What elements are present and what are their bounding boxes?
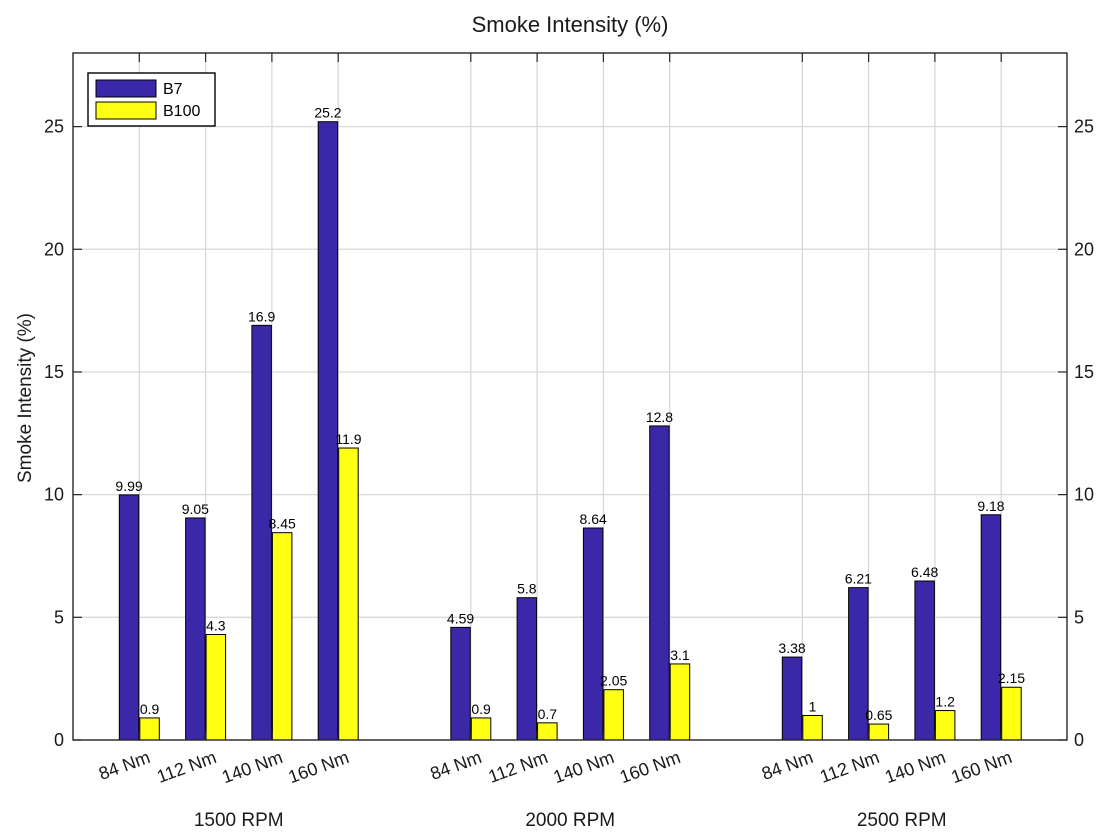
data-label-b7: 9.99 (115, 478, 142, 494)
y-tick-label: 20 (44, 239, 64, 259)
bar-b7 (516, 597, 538, 741)
group-label: 2500 RPM (857, 810, 947, 831)
bar-b100 (1001, 686, 1022, 741)
plot-frame (72, 52, 1068, 741)
data-label-b100: 3.1 (670, 647, 690, 663)
bar-b100 (470, 717, 492, 741)
data-label-b7: 4.59 (447, 610, 474, 626)
data-label-b100: 0.9 (471, 701, 491, 717)
data-label-b100: 2.05 (600, 673, 627, 689)
y-tick-label: 15 (44, 362, 64, 382)
y-tick-label-right: 20 (1074, 239, 1094, 259)
bar-b100 (802, 714, 823, 741)
bars (118, 121, 1022, 741)
data-label-b100: 2.15 (998, 670, 1025, 686)
data-label-b7: 3.38 (778, 640, 805, 656)
bar-b100 (868, 723, 890, 741)
data-label-b7: 9.18 (977, 498, 1004, 514)
y-tick-label: 10 (44, 485, 64, 505)
legend-label-b7: B7 (163, 81, 183, 98)
data-labels: 9.99 0.9 9.05 4.3 16.9 8.45 25.2 11.9 4.59 0.9 5.8… (115, 105, 1025, 723)
legend: B7 B100 (87, 72, 216, 127)
bar-b7 (649, 425, 670, 741)
legend-swatch-b7 (95, 79, 157, 98)
bar-b100 (271, 532, 293, 741)
bar-b100 (603, 689, 624, 741)
data-label-b7: 9.05 (182, 501, 209, 517)
bar-b7 (980, 514, 1002, 741)
chart-title: Smoke Intensity (%) (472, 12, 669, 37)
bar-b100 (139, 717, 160, 741)
data-label-b7: 25.2 (314, 105, 341, 121)
bar-b100 (934, 710, 956, 741)
bar-b7 (781, 656, 803, 741)
legend-swatch-b100 (95, 101, 157, 120)
data-label-b100: 11.9 (335, 431, 361, 447)
data-label-b7: 5.8 (517, 581, 537, 597)
legend-label-b100: B100 (163, 103, 200, 120)
bar-b7 (450, 626, 471, 741)
data-label-b7: 12.8 (646, 409, 673, 425)
y-tick-label-right: 25 (1074, 117, 1094, 137)
bar-b100 (205, 633, 227, 741)
bar-b7 (118, 494, 140, 741)
bar-b7 (251, 324, 272, 741)
y-tick-label: 0 (54, 730, 64, 750)
data-label-b100: 0.9 (140, 701, 160, 717)
group-label: 2000 RPM (525, 810, 615, 831)
bar-b7 (185, 517, 206, 741)
y-tick-label-right: 5 (1074, 607, 1084, 627)
data-label-b7: 16.9 (248, 308, 275, 324)
data-label-b100: 0.7 (538, 706, 558, 722)
bar-b7 (582, 527, 604, 741)
bar-b7 (914, 580, 935, 741)
y-tick-label-right: 10 (1074, 485, 1094, 505)
data-label-b7: 8.64 (580, 511, 607, 527)
y-tick-label-right: 15 (1074, 362, 1094, 382)
data-label-b100: 1 (809, 698, 817, 714)
bar-b100 (338, 447, 359, 741)
y-tick-label: 5 (54, 607, 64, 627)
y-axis-label: Smoke Intensity (%) (15, 313, 36, 483)
data-label-b100: 0.65 (865, 707, 892, 723)
bar-b100 (669, 663, 691, 741)
data-label-b100: 1.2 (935, 694, 955, 710)
data-label-b7: 6.48 (911, 564, 938, 580)
group-label: 1500 RPM (194, 810, 284, 831)
data-label-b7: 6.21 (845, 571, 872, 587)
y-tick-label-right: 0 (1074, 730, 1084, 750)
y-tick-label: 25 (44, 117, 64, 137)
data-label-b100: 4.3 (206, 617, 226, 633)
bar-b100 (537, 722, 558, 741)
data-label-b100: 8.45 (269, 516, 296, 532)
